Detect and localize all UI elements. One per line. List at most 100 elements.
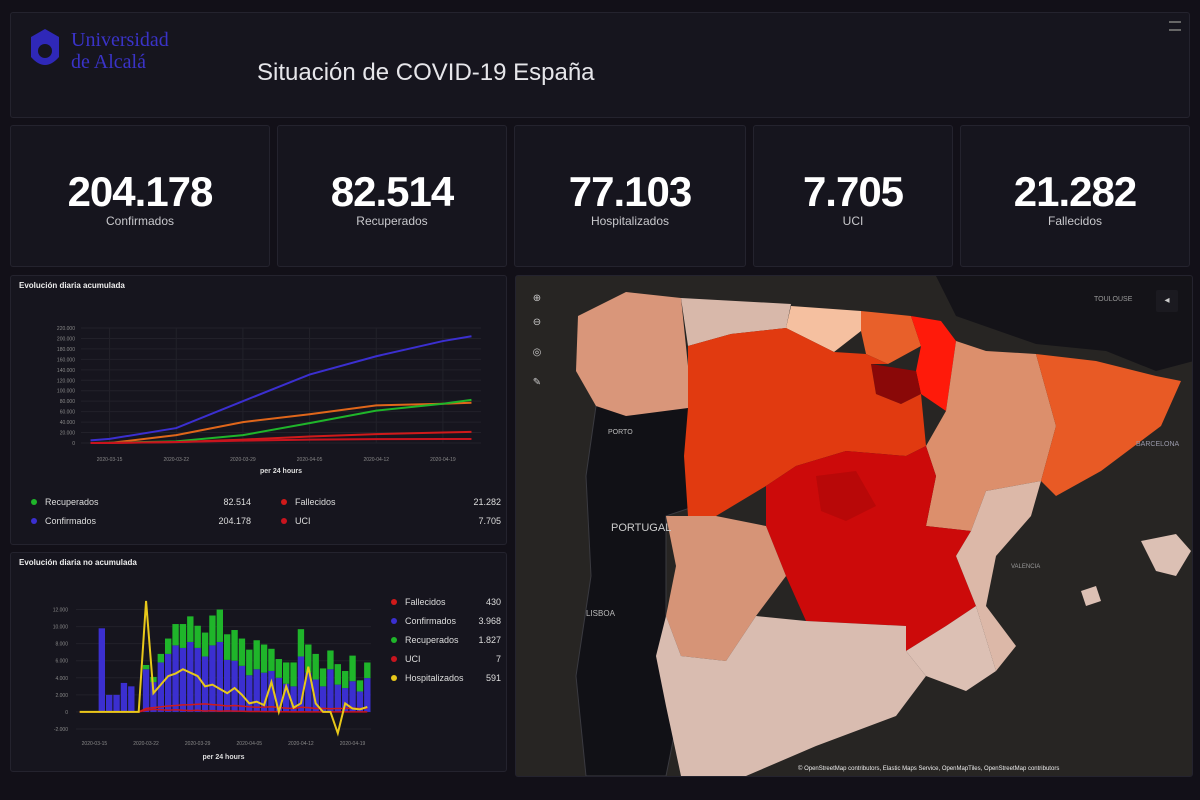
bar-recuperados (349, 655, 356, 682)
stat-fallecidos: 21.282 Fallecidos (960, 125, 1190, 267)
series-line-uci (90, 437, 472, 444)
bar-recuperados (356, 680, 364, 692)
y-tick-label: 120.000 (57, 378, 75, 384)
bar-recuperados (142, 665, 150, 670)
bar-confirmados (142, 669, 150, 712)
legend-value: 1.827 (478, 634, 501, 645)
bar-confirmados (246, 675, 253, 712)
y-tick-label: 80.000 (60, 399, 76, 405)
legend-item-recuperados[interactable]: Recuperados 82.514 (31, 492, 251, 511)
legend-label: Recuperados (405, 634, 459, 645)
bar-confirmados (349, 681, 356, 712)
bar-recuperados (283, 662, 290, 684)
legend-value: 430 (485, 596, 501, 607)
legend-label: Confirmados (405, 615, 457, 626)
chart-title: Evolución diaria acumulada (19, 281, 125, 290)
bar-recuperados (312, 653, 319, 680)
x-tick-label: 2020-04-05 (297, 457, 323, 463)
x-tick-label: 2020-04-19 (340, 741, 366, 747)
legend-item-recuperados[interactable]: Recuperados 1.827 (391, 630, 501, 649)
region-baleares (1081, 534, 1191, 606)
legend-label: Confirmados (45, 515, 97, 526)
bar-confirmados (319, 686, 327, 712)
bar-confirmados (209, 645, 216, 712)
logo-line1: Universidad (71, 29, 169, 51)
stat-recuperados: 82.514 Recuperados (277, 125, 507, 267)
region-murcia (906, 606, 996, 691)
bar-confirmados (216, 641, 223, 712)
legend-dot-icon (391, 655, 397, 662)
bar-recuperados (290, 662, 297, 687)
region-andalucia (656, 616, 926, 776)
bar-recuperados (224, 634, 231, 660)
bar-recuperados (319, 668, 327, 687)
bar-confirmados (120, 682, 128, 712)
map-panel[interactable]: PORTO PORTUGAL LISBOA BARCELONA TOULOUSE… (515, 275, 1193, 777)
bar-recuperados (305, 644, 312, 673)
legend-value: 21.282 (473, 496, 501, 507)
map-label-toulouse: TOULOUSE (1094, 296, 1133, 303)
bar-confirmados (364, 678, 371, 712)
legend-value: 82.514 (223, 496, 251, 507)
region-castilla-leon (684, 328, 926, 516)
legend-item-fallecidos[interactable]: Fallecidos 21.282 (281, 492, 501, 511)
legend-dot-icon (281, 517, 287, 524)
bar-recuperados (268, 648, 275, 671)
map-label-porto: PORTO (608, 429, 633, 436)
legend-label: Recuperados (45, 496, 99, 507)
bar-confirmados (157, 662, 164, 712)
x-tick-label: 2020-04-12 (288, 741, 314, 747)
stat-uci: 7.705 UCI (753, 125, 953, 267)
region-madrid (816, 471, 876, 521)
zoom-in-icon[interactable]: ⊕ (532, 293, 542, 304)
stat-value: 204.178 (67, 168, 214, 215)
bar-confirmados (165, 653, 172, 712)
menu-icon[interactable] (1169, 21, 1181, 31)
legend-value: 591 (485, 672, 501, 683)
legend-item-confirmados[interactable]: Confirmados 3.968 (391, 611, 501, 630)
y-tick-label: 0 (65, 710, 68, 716)
map-label-valencia: VALENCIA (1011, 564, 1040, 570)
daily-bar-chart[interactable]: -2.000 0 2.000 4.000 6.000 8.000 10.000 12.000 2… (11, 563, 381, 773)
legend-item-uci[interactable]: UCI 7.705 (281, 511, 501, 530)
bar-confirmados (98, 628, 105, 712)
bar-recuperados (150, 676, 157, 683)
x-tick-label: 2020-03-15 (82, 741, 108, 747)
legend-value: 3.968 (478, 615, 501, 626)
legend-item-fallecidos[interactable]: Fallecidos 430 (391, 592, 501, 611)
legend-dot-icon (391, 636, 397, 643)
map-attribution[interactable]: © OpenStreetMap contributors, Elastic Ma… (798, 765, 1059, 772)
reset-view-icon[interactable]: ◎ (532, 347, 542, 358)
bar-recuperados (201, 632, 209, 657)
bar-confirmados (275, 677, 282, 712)
page-title: Situación de COVID-19 España (257, 59, 595, 86)
cumulative-line-chart[interactable]: 0 20.000 40.000 60.000 80.000 100.000 120.000 1… (11, 296, 508, 496)
legend-item-hospitalizados[interactable]: Hospitalizados 591 (391, 668, 501, 687)
legend-item-uci[interactable]: UCI 7 (391, 649, 501, 668)
bar-recuperados (275, 659, 282, 678)
y-tick-label: 160.000 (57, 357, 75, 363)
spain-choropleth-map[interactable]: PORTO PORTUGAL LISBOA BARCELONA TOULOUSE… (516, 276, 1193, 777)
bar-recuperados (260, 644, 268, 673)
zoom-out-icon[interactable]: ⊖ (532, 317, 542, 328)
stat-label: Confirmados (105, 214, 175, 228)
series-line-confirmados (90, 335, 472, 442)
legend-dot-icon (391, 617, 397, 624)
bar-confirmados (268, 670, 275, 712)
bar-recuperados (165, 638, 172, 654)
legend-dot-icon (31, 517, 37, 524)
region-galicia (576, 292, 688, 416)
bar-confirmados (179, 647, 187, 712)
bar-recuperados (231, 630, 238, 661)
draw-tool-icon[interactable]: ✎ (532, 377, 542, 388)
bar-recuperados (238, 638, 246, 666)
legend-toggle-icon[interactable]: ◂ (1156, 290, 1178, 312)
region-cataluna (1036, 354, 1181, 496)
bar-recuperados (327, 650, 334, 670)
bar-confirmados (356, 691, 364, 712)
bar-confirmados (312, 679, 319, 712)
bar-recuperados (297, 629, 305, 657)
legend-item-confirmados[interactable]: Confirmados 204.178 (31, 511, 251, 530)
x-axis-label: per 24 hours (260, 468, 302, 475)
france-land (936, 276, 1192, 371)
